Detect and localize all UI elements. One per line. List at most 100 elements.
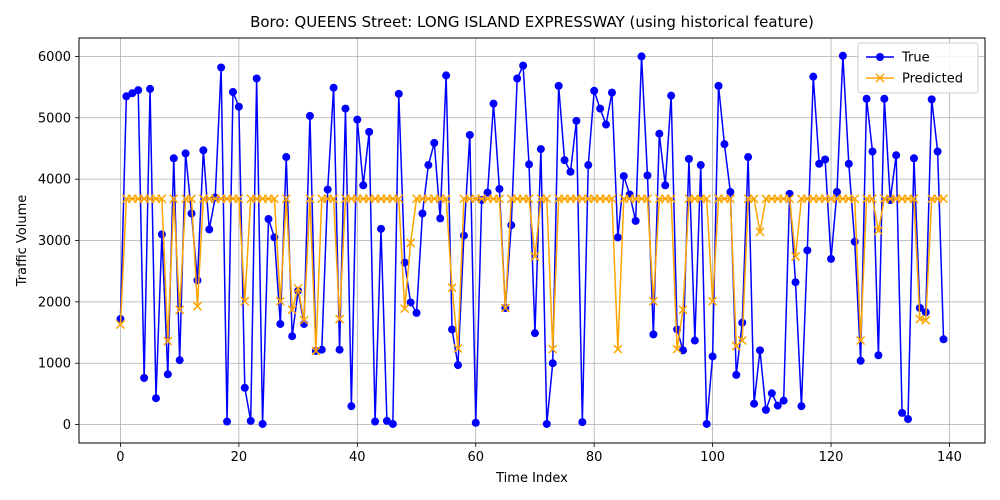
series-layer [115,51,949,428]
legend-label: True [901,51,930,66]
data-point-predicted [524,194,534,204]
data-point-true [513,74,522,83]
data-point-true [323,185,332,194]
data-point-predicted [293,283,303,293]
data-point-predicted [281,194,291,204]
data-point-true [643,171,652,180]
data-point-true [939,335,948,344]
data-point-true [590,86,599,95]
data-point-true [205,225,214,234]
data-point-predicted [441,194,451,204]
data-point-true [779,396,788,405]
data-point-true [714,81,723,90]
data-point-predicted [755,227,765,237]
data-point-true [862,94,871,103]
data-point-predicted [335,314,345,324]
data-point-predicted [642,194,653,204]
data-point-true [169,154,178,163]
data-point-predicted [749,194,759,204]
data-point-true [388,419,397,428]
data-point-true [726,188,735,197]
data-point-true [880,94,889,103]
x-tick-label: 40 [349,450,366,465]
data-point-predicted [613,344,623,354]
data-point-predicted [702,194,712,204]
data-point-true [661,181,670,190]
data-point-true [708,352,717,361]
data-point-true [536,145,545,154]
data-point-true [874,351,883,360]
data-point-true [655,129,664,138]
data-point-true [276,319,285,328]
data-point-true [264,215,273,224]
y-axis-label: Traffic Volume [15,195,30,288]
data-point-predicted [708,296,718,306]
data-point-true [187,209,196,218]
data-point-true [690,336,699,345]
data-point-true [850,237,859,246]
data-point-predicted [311,346,321,356]
data-point-true [122,92,131,101]
data-point-true [667,91,676,100]
x-tick-label: 0 [116,450,124,465]
data-point-predicted [494,194,504,204]
data-point-true [797,402,806,411]
data-point-true [151,394,160,403]
data-point-true [465,130,474,139]
data-point-predicted [287,305,297,315]
data-point-predicted [192,301,202,311]
data-point-true [252,74,261,83]
data-point-true [832,188,841,197]
data-point-true [140,373,149,382]
data-point-predicted [305,194,315,204]
data-point-true [181,149,190,158]
x-tick-label: 100 [700,450,725,465]
data-point-predicted [737,335,747,346]
data-point-true [815,159,824,168]
data-point-true [773,401,782,410]
data-point-predicted [607,194,617,204]
legend-label: Predicted [902,72,963,87]
data-point-true [359,181,368,190]
data-point-predicted [856,335,866,346]
data-point-predicted [672,344,682,354]
data-point-true [596,104,605,113]
data-point-true [767,389,776,398]
data-point-true [525,160,534,169]
data-point-true [459,231,468,240]
data-point-true [175,356,184,365]
x-tick-label: 140 [937,450,962,465]
data-point-true [548,359,557,368]
data-point-true [471,418,480,427]
x-tick-label: 80 [586,450,603,465]
data-point-true [927,95,936,104]
data-point-predicted [725,194,735,204]
y-tick-label: 2000 [38,295,71,310]
legend-box [857,42,979,94]
data-point-predicted [163,336,173,346]
data-point-true [803,246,812,255]
data-point-predicted [648,296,658,306]
data-point-true [228,88,237,96]
data-point-true [542,419,551,428]
data-point-true [702,419,711,428]
y-tick-label: 6000 [38,50,71,65]
data-point-predicted [867,194,878,204]
data-point-true [625,190,634,199]
x-axis-label: Time Index [495,471,568,486]
data-point-true [382,416,391,425]
data-point-true [572,116,581,125]
data-point-true [821,155,830,164]
y-tick-label: 1000 [38,357,71,372]
data-point-true [578,418,587,427]
data-point-true [365,127,374,136]
data-point-predicted [394,194,404,204]
data-point-true [613,233,622,242]
data-point-true [619,172,628,181]
data-point-true [827,254,836,263]
data-point-true [353,115,362,124]
data-point-predicted [406,238,416,248]
data-point-true [453,361,462,370]
data-point-true [424,161,433,170]
data-point-predicted [453,343,463,354]
